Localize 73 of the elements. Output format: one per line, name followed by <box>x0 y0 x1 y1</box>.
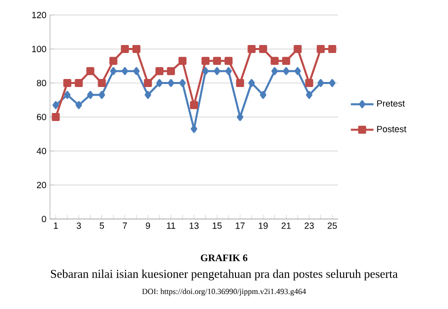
text: GRAFIK 6 <box>200 254 248 262</box>
legend-label: Postest <box>377 126 406 132</box>
point <box>214 67 220 76</box>
point <box>166 67 175 76</box>
point <box>213 56 222 65</box>
y-tick-label: 60 <box>36 114 46 120</box>
legend-label: Pretest <box>377 100 405 107</box>
point <box>225 67 232 76</box>
point <box>98 90 106 99</box>
point <box>52 113 60 121</box>
x-tick-label: 25 <box>328 222 337 229</box>
y-tick-label: 100 <box>32 46 46 52</box>
point <box>248 45 256 53</box>
point <box>122 67 128 76</box>
point <box>224 56 233 65</box>
point <box>155 67 164 76</box>
y-tick-label: 80 <box>36 80 46 86</box>
point <box>248 79 255 87</box>
point <box>294 45 302 53</box>
point <box>144 90 152 99</box>
point <box>156 79 163 87</box>
point <box>202 67 209 76</box>
point <box>132 45 140 53</box>
point <box>236 79 244 87</box>
point <box>270 56 279 65</box>
point <box>282 56 290 65</box>
point <box>328 45 336 53</box>
point <box>133 67 140 76</box>
point <box>236 113 244 121</box>
point <box>179 79 186 87</box>
point <box>282 67 290 76</box>
point <box>178 56 186 65</box>
point <box>202 56 210 65</box>
point <box>190 101 198 110</box>
x-tick-label: 7 <box>122 222 127 229</box>
x-tick-label: 1 <box>54 222 58 229</box>
point <box>98 79 106 87</box>
point <box>305 79 314 87</box>
point <box>144 79 152 87</box>
x-tick-label: 11 <box>166 222 176 229</box>
y-tick-label: 20 <box>36 182 46 188</box>
point <box>316 45 325 53</box>
x-tick-label: 19 <box>258 222 268 229</box>
point <box>260 90 266 99</box>
y-tick-label: 0 <box>42 216 46 222</box>
text: Sebaran nilai isian kuesioner pengetahuan pra dan postes seluruh peserta <box>51 270 398 280</box>
point <box>64 90 71 99</box>
point <box>110 67 117 76</box>
point <box>76 101 82 110</box>
y-tick-label: 120 <box>32 12 46 18</box>
point <box>168 79 174 87</box>
point <box>294 67 301 76</box>
point <box>306 90 312 99</box>
point <box>87 90 94 99</box>
point <box>317 79 324 87</box>
x-tick-label: 13 <box>190 222 199 229</box>
point <box>329 79 336 87</box>
x-tick-label: 21 <box>282 222 291 229</box>
x-tick-label: 17 <box>236 222 245 229</box>
point <box>271 67 278 76</box>
y-tick-label: 40 <box>36 148 46 154</box>
point <box>63 79 72 87</box>
point <box>120 45 129 53</box>
x-tick-label: 5 <box>100 222 104 229</box>
x-tick-label: 9 <box>146 222 150 229</box>
point <box>86 67 94 76</box>
x-tick-label: 23 <box>304 222 314 229</box>
x-tick-label: 15 <box>212 222 222 229</box>
point <box>52 101 59 110</box>
point <box>259 45 268 53</box>
x-tick-label: 3 <box>76 222 81 229</box>
point <box>109 56 118 65</box>
point <box>74 79 83 87</box>
